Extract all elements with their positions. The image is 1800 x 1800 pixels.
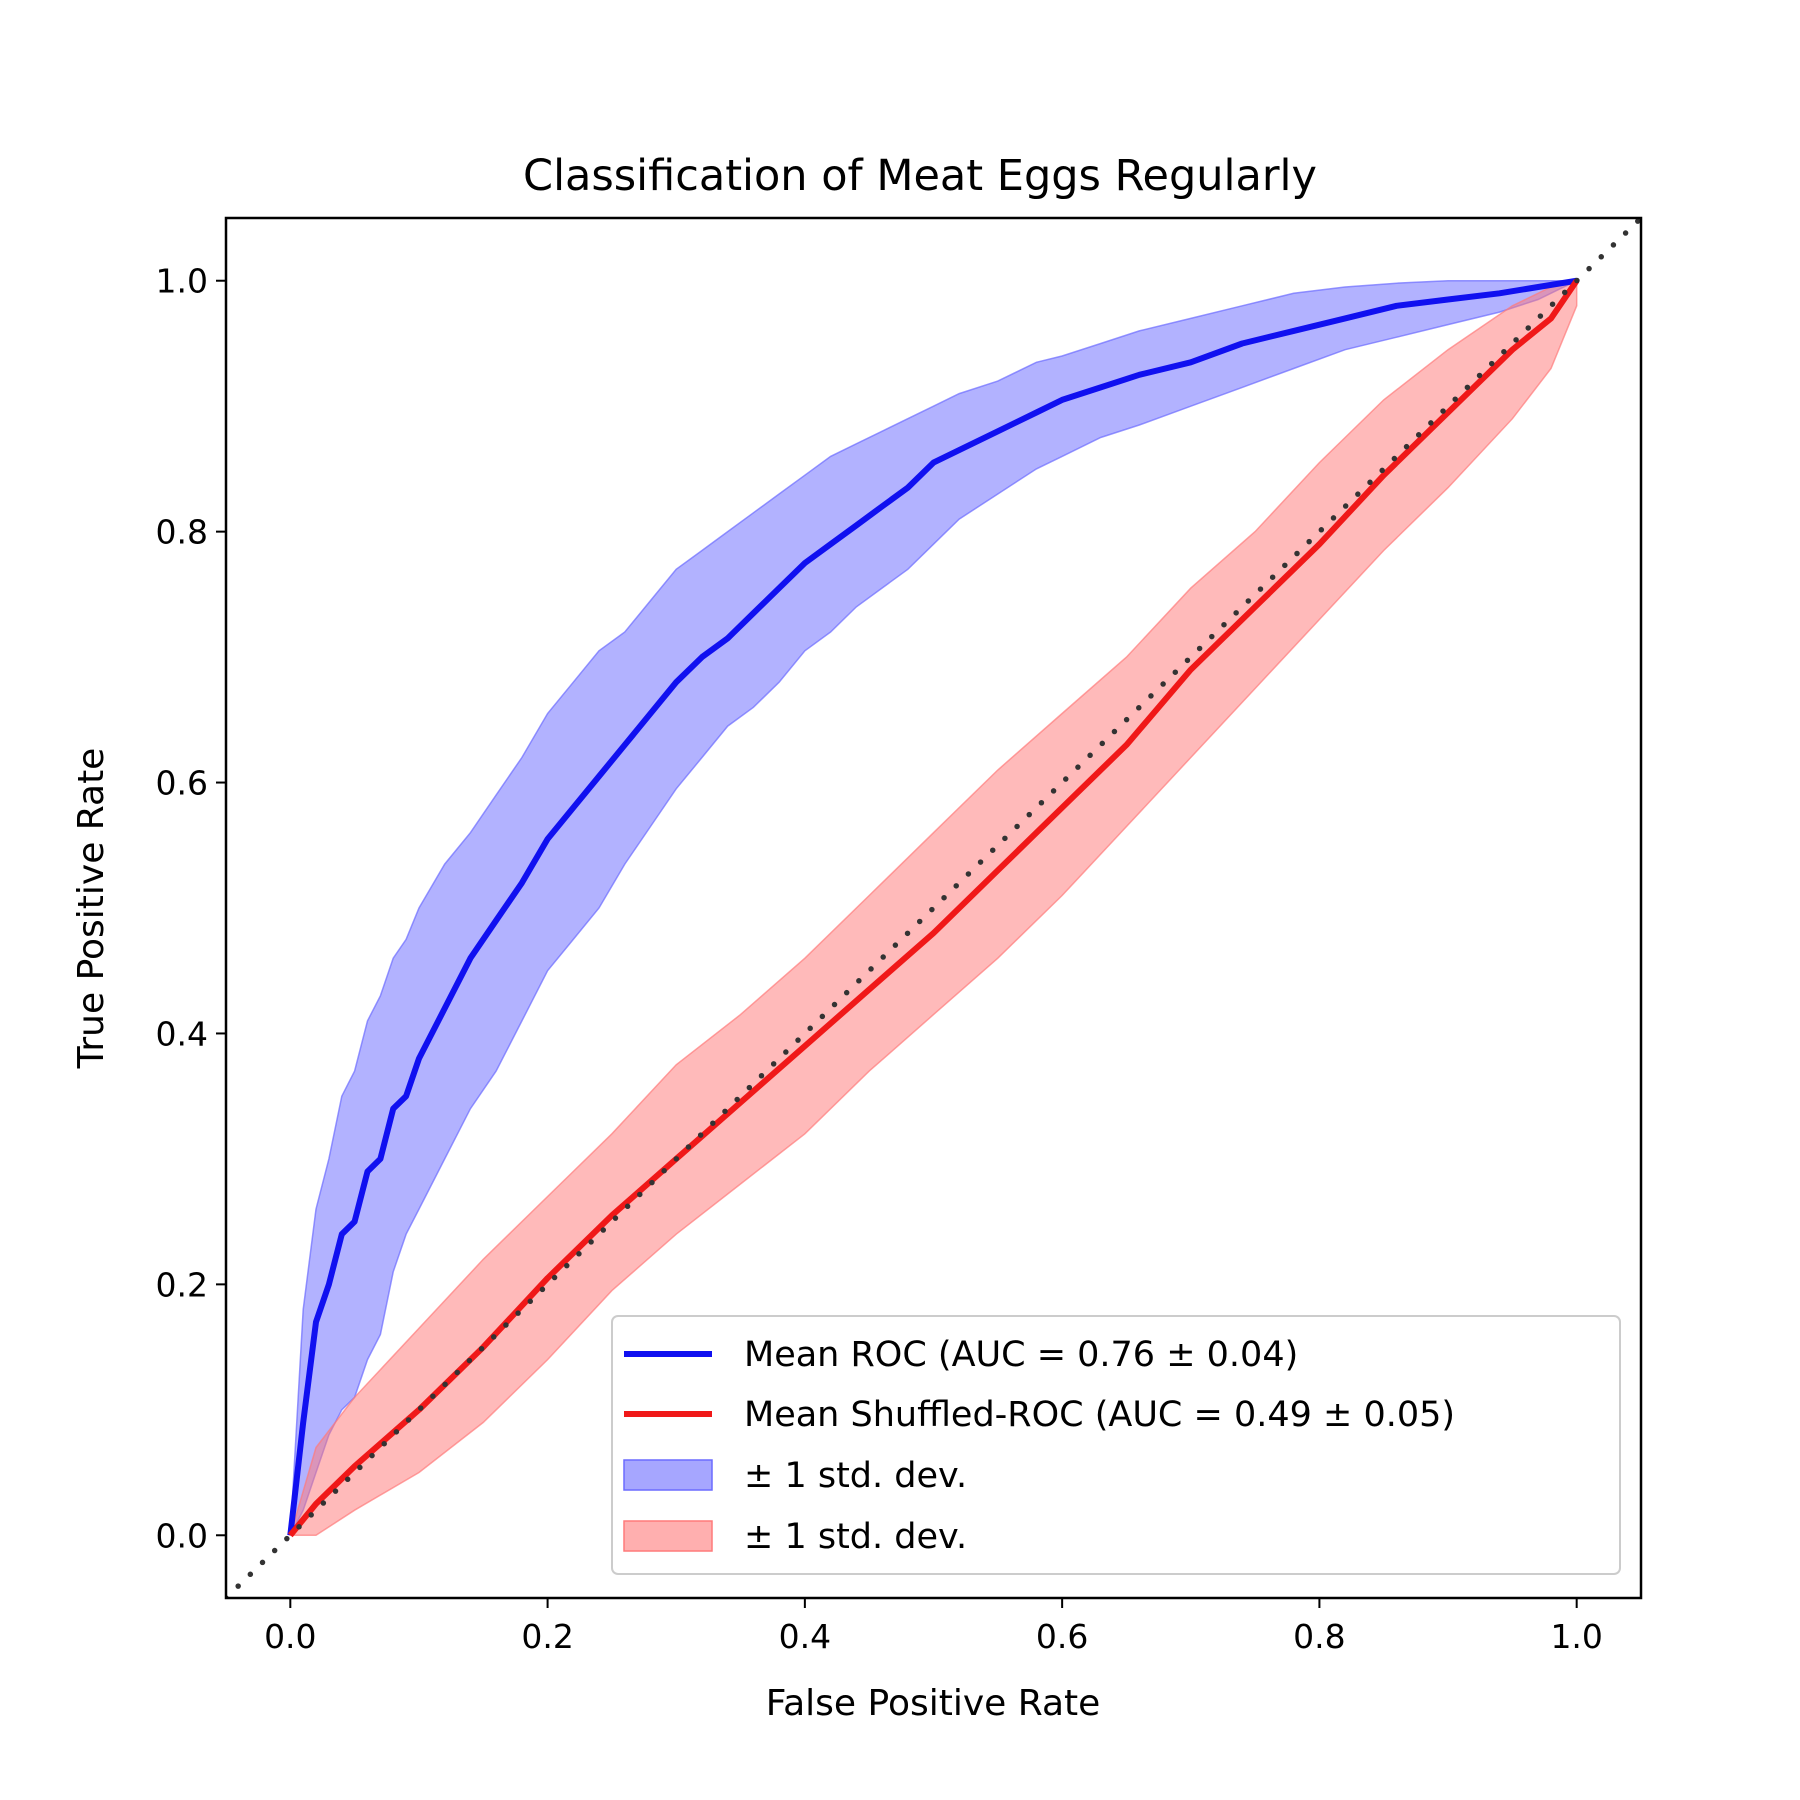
y-tick-label: 0.6 [156, 764, 208, 803]
y-tick-label: 0.2 [156, 1265, 208, 1304]
plot-frame [224, 216, 1643, 1600]
legend-patch-swatch [623, 1459, 713, 1491]
y-axis-label: True Positive Rate [71, 748, 112, 1070]
y-tick-label: 1.0 [156, 262, 208, 301]
plot-area [226, 218, 1641, 1598]
chart-title: Classification of Meat Eggs Regularly [523, 151, 1317, 201]
x-tick-label: 1.0 [1550, 1617, 1602, 1656]
mean-shuffled-roc-line [287, 279, 1580, 1538]
legend-patch-swatch [623, 1520, 713, 1552]
x-tick-label: 0.4 [779, 1617, 831, 1656]
legend-label: Mean ROC (AUC = 0.76 ± 0.04) [744, 1335, 1298, 1375]
legend: Mean ROC (AUC = 0.76 ± 0.04) Mean Shuffle… [611, 1315, 1621, 1575]
x-tick-label: 0.6 [1036, 1617, 1088, 1656]
x-tick-label: 0.0 [264, 1617, 316, 1656]
legend-label: ± 1 std. dev. [744, 1456, 967, 1496]
legend-box [611, 1315, 1621, 1575]
legend-label: Mean Shuffled-ROC (AUC = 0.49 ± 0.05) [744, 1395, 1455, 1435]
chance-diagonal-line [226, 218, 1641, 1598]
y-tick-label: 0.0 [156, 1516, 208, 1555]
mean-roc-line [287, 277, 1578, 1536]
x-axis: 0.0 0.2 0.4 0.6 0.8 1.0 [264, 1598, 1603, 1656]
y-tick-label: 0.8 [156, 513, 208, 552]
x-axis-label: False Positive Rate [766, 1683, 1101, 1724]
x-tick-label: 0.2 [521, 1617, 573, 1656]
y-tick-label: 0.4 [156, 1014, 208, 1053]
y-axis: 0.0 0.2 0.4 0.6 0.8 1.0 [156, 262, 226, 1555]
legend-label: ± 1 std. dev. [744, 1517, 967, 1557]
x-tick-label: 0.8 [1293, 1617, 1345, 1656]
